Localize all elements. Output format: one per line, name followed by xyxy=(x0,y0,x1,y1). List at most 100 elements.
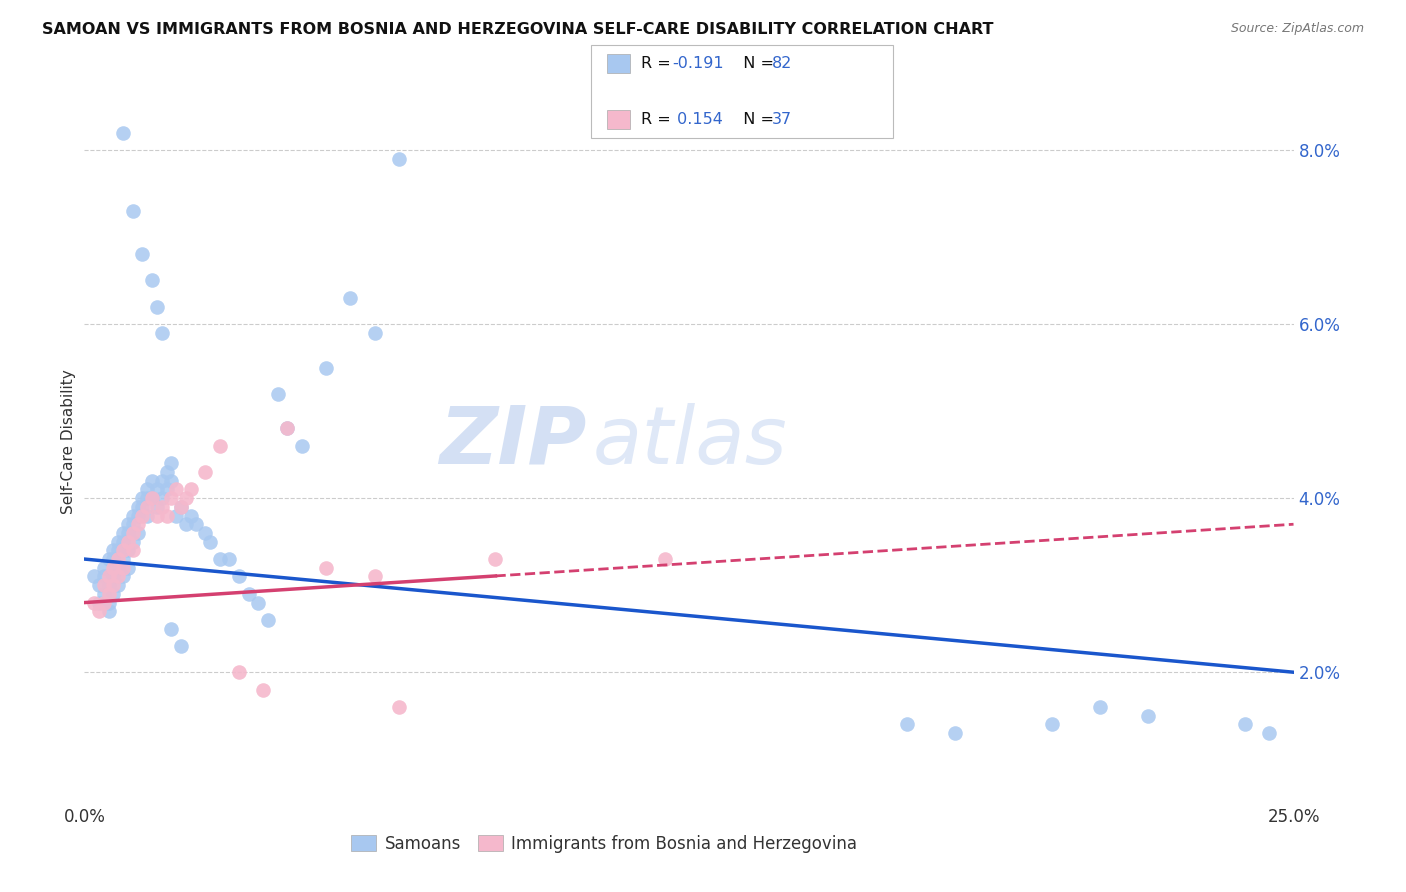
Point xyxy=(228,569,250,583)
Point xyxy=(87,604,110,618)
Point xyxy=(146,500,169,514)
Point xyxy=(339,291,361,305)
Point xyxy=(184,517,207,532)
Point xyxy=(131,247,153,261)
Point xyxy=(388,700,411,714)
Point xyxy=(121,534,143,549)
Point xyxy=(97,604,120,618)
Point xyxy=(165,508,187,523)
Point xyxy=(1088,700,1111,714)
Point xyxy=(112,569,135,583)
Point xyxy=(150,491,173,505)
Text: Source: ZipAtlas.com: Source: ZipAtlas.com xyxy=(1230,22,1364,36)
Point xyxy=(121,508,143,523)
Point xyxy=(174,491,197,505)
Point xyxy=(107,534,129,549)
Point xyxy=(208,552,231,566)
Point xyxy=(121,543,143,558)
Point xyxy=(121,517,143,532)
Point xyxy=(131,508,153,523)
Point xyxy=(174,517,197,532)
Point xyxy=(103,543,125,558)
Point xyxy=(218,552,240,566)
Text: atlas: atlas xyxy=(592,402,787,481)
Text: R =: R = xyxy=(641,56,676,70)
Point xyxy=(180,508,202,523)
Point xyxy=(150,326,173,340)
Point xyxy=(107,578,129,592)
Point xyxy=(1258,726,1281,740)
Point xyxy=(97,587,120,601)
Point xyxy=(93,569,115,583)
Point xyxy=(93,578,115,592)
Point xyxy=(127,500,149,514)
Text: 37: 37 xyxy=(772,112,792,127)
Point xyxy=(146,300,169,314)
Point xyxy=(484,552,506,566)
Point xyxy=(112,525,135,540)
Point xyxy=(160,456,183,470)
Point xyxy=(276,421,298,435)
Point xyxy=(943,726,966,740)
Point xyxy=(238,587,260,601)
Point xyxy=(194,525,217,540)
Point xyxy=(208,439,231,453)
Point xyxy=(291,439,314,453)
Point xyxy=(141,491,163,505)
Point xyxy=(150,500,173,514)
Point xyxy=(141,474,163,488)
Point xyxy=(93,587,115,601)
Point xyxy=(103,578,125,592)
Point xyxy=(103,561,125,575)
Point xyxy=(83,569,105,583)
Point xyxy=(107,552,129,566)
Point xyxy=(117,543,139,558)
Point xyxy=(194,465,217,479)
Point xyxy=(103,587,125,601)
Point xyxy=(170,500,193,514)
Point xyxy=(93,596,115,610)
Point xyxy=(117,517,139,532)
Point xyxy=(160,474,183,488)
Point xyxy=(103,552,125,566)
Text: -0.191: -0.191 xyxy=(672,56,724,70)
Text: N =: N = xyxy=(733,112,779,127)
Point xyxy=(97,552,120,566)
Point xyxy=(267,386,290,401)
Point xyxy=(141,273,163,287)
Point xyxy=(131,491,153,505)
Point xyxy=(131,500,153,514)
Point xyxy=(228,665,250,680)
Point xyxy=(276,421,298,435)
Point xyxy=(127,517,149,532)
Point xyxy=(117,525,139,540)
Point xyxy=(160,491,183,505)
Point xyxy=(83,596,105,610)
Point xyxy=(112,534,135,549)
Point xyxy=(103,569,125,583)
Y-axis label: Self-Care Disability: Self-Care Disability xyxy=(60,369,76,514)
Point xyxy=(165,483,187,497)
Text: 82: 82 xyxy=(772,56,792,70)
Point xyxy=(87,596,110,610)
Point xyxy=(146,508,169,523)
Point xyxy=(1137,708,1160,723)
Point xyxy=(1040,717,1063,731)
Point xyxy=(87,578,110,592)
Point xyxy=(363,569,385,583)
Point xyxy=(136,491,159,505)
Point xyxy=(160,622,183,636)
Point xyxy=(136,483,159,497)
Point xyxy=(141,491,163,505)
Point xyxy=(127,508,149,523)
Text: SAMOAN VS IMMIGRANTS FROM BOSNIA AND HERZEGOVINA SELF-CARE DISABILITY CORRELATIO: SAMOAN VS IMMIGRANTS FROM BOSNIA AND HER… xyxy=(42,22,994,37)
Point xyxy=(121,525,143,540)
Point xyxy=(112,543,135,558)
Point xyxy=(117,534,139,549)
Text: N =: N = xyxy=(733,56,779,70)
Point xyxy=(257,613,280,627)
Point xyxy=(107,543,129,558)
Point xyxy=(127,525,149,540)
Point xyxy=(93,561,115,575)
Text: 0.154: 0.154 xyxy=(672,112,723,127)
